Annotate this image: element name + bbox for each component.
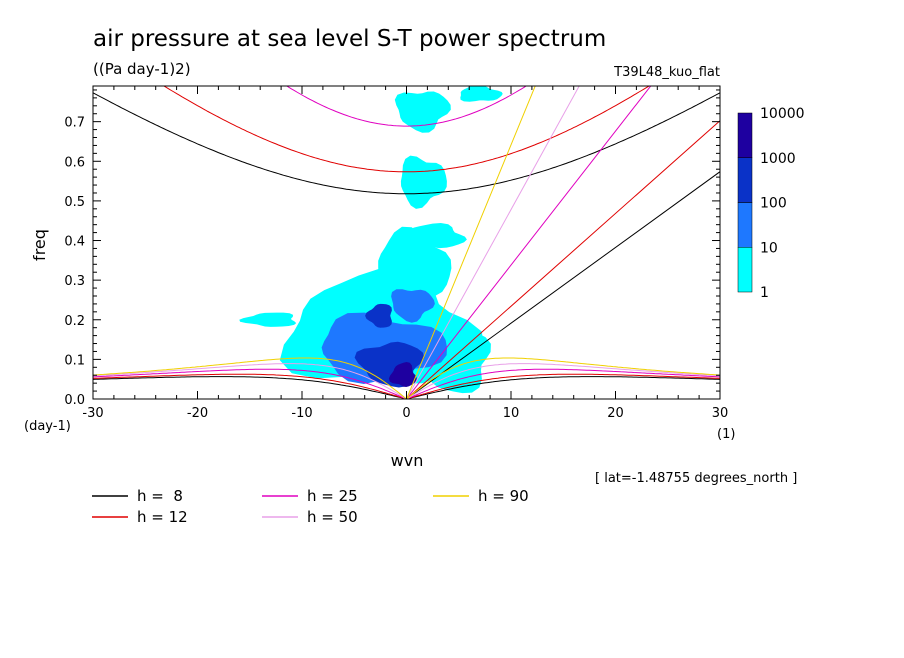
colorbar: 1 10 100 1000 10000: [737, 106, 805, 301]
colorbar-label: 1: [760, 285, 769, 301]
colorbar-label: 10000: [760, 106, 805, 122]
y-tick-label: 0.5: [64, 195, 85, 210]
legend-label: h = 12: [137, 508, 188, 526]
rossby-wave-curve: [93, 363, 720, 399]
kelvin-wave-curve: [406, 120, 720, 399]
power-region-100: [365, 303, 392, 328]
kelvin-wave-curve: [406, 86, 580, 399]
chart-title: air pressure at sea level S-T power spec…: [93, 26, 606, 52]
axis-ticks: -30 -20 -10 0 10 20 30 0.0 0.1 0.2 0.3 0.4 0.5 0.6 0.7: [64, 86, 728, 421]
legend-label: h = 90: [478, 487, 529, 505]
x-tick-label: 30: [712, 406, 729, 421]
power-region-1: [394, 91, 451, 133]
y-tick-label: 0.7: [64, 116, 85, 131]
run-label: T39L48_kuo_flat: [613, 65, 720, 80]
colorbar-swatch: [737, 247, 753, 293]
y-tick-label: 0.3: [64, 274, 85, 289]
x-tick-label: -30: [82, 406, 103, 421]
kelvin-wave-curve: [406, 86, 536, 399]
power-region-1: [239, 312, 297, 327]
power-region-1: [378, 226, 452, 306]
legend-label: h = 50: [307, 508, 358, 526]
rossby-wave-curve: [93, 368, 720, 399]
colorbar-label: 10: [760, 240, 778, 256]
x-tick-label: 20: [607, 406, 624, 421]
y-tick-label: 0.0: [64, 393, 85, 408]
y-tick-label: 0.6: [64, 155, 85, 170]
gravity-wave-curve: [93, 0, 720, 23]
x-axis-label: wvn: [391, 451, 424, 470]
legend-label: h = 25: [307, 487, 358, 505]
rossby-wave-curve: [93, 373, 720, 399]
y-tick-label: 0.1: [64, 353, 85, 368]
power-contours: [239, 86, 503, 394]
colorbar-swatch: [737, 112, 753, 158]
rossby-wave-curve: [93, 357, 720, 399]
gravity-wave-curve: [93, 92, 720, 195]
colorbar-swatch: [737, 202, 753, 248]
colorbar-label: 1000: [760, 151, 796, 167]
power-region-1: [398, 223, 467, 249]
x-tick-label: 0: [402, 406, 410, 421]
gravity-wave-curve: [163, 86, 650, 173]
kelvin-wave-curve: [406, 171, 720, 399]
y-tick-label: 0.4: [64, 235, 85, 250]
power-region-1: [400, 155, 447, 209]
chart-units: ((Pa day-1)2): [93, 60, 191, 78]
y-tick-label: 0.2: [64, 314, 85, 329]
power-region-10: [391, 289, 435, 323]
curve-legend: h = 8 h = 12 h = 25 h = 50 h = 90: [92, 487, 529, 526]
y-unit-label: (day-1): [24, 419, 71, 434]
power-region-1: [460, 86, 503, 102]
legend-label: h = 8: [137, 487, 183, 505]
colorbar-label: 100: [760, 196, 787, 212]
y-axis-label: freq: [30, 229, 49, 261]
gravity-wave-curve: [285, 86, 528, 127]
rossby-wave-curve: [93, 376, 720, 399]
dispersion-curves: [93, 0, 720, 399]
x-tick-label: -10: [291, 406, 312, 421]
power-region-1000: [388, 362, 417, 387]
colorbar-swatch: [737, 157, 753, 203]
x-tick-label: -20: [187, 406, 208, 421]
x-unit-label: (1): [717, 427, 735, 442]
latitude-note: [ lat=-1.48755 degrees_north ]: [595, 471, 797, 486]
kelvin-wave-curve: [406, 86, 652, 399]
x-tick-label: 10: [503, 406, 520, 421]
